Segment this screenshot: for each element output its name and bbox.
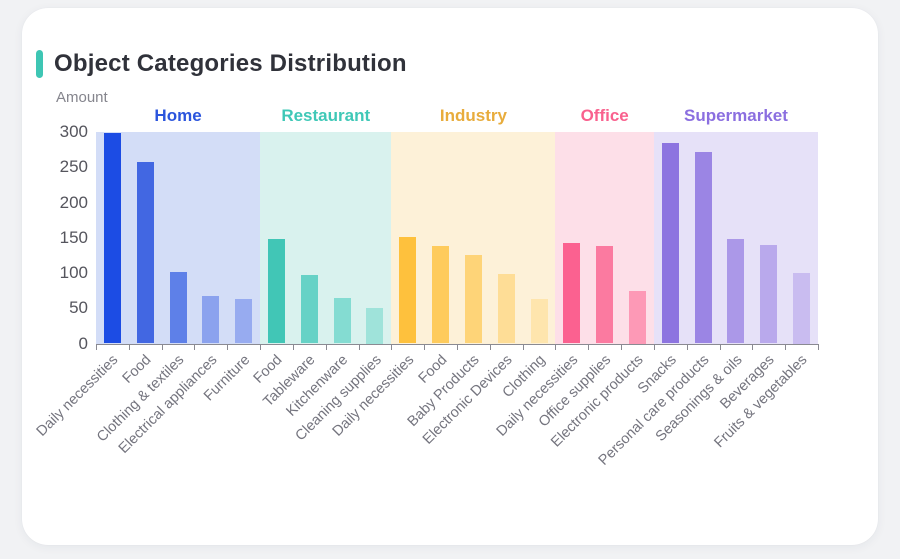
group-label-office: Office: [580, 106, 629, 125]
bar-food: [268, 239, 285, 344]
bar-tableware: [300, 275, 318, 344]
bar-fruits-vegetables: [793, 273, 811, 344]
bar-electronic-devices: [497, 273, 515, 344]
group-label-industry: Industry: [439, 106, 507, 125]
x-axis-tick: [489, 343, 491, 350]
bar-daily-necessities: [563, 243, 581, 344]
y-tick-label: 0: [78, 333, 88, 353]
bar-personal-care-products: [694, 151, 712, 344]
x-axis-tick: [96, 343, 97, 350]
bar-beverages: [760, 244, 778, 344]
bar-clothing-textiles: [169, 271, 187, 344]
x-axis-tick: [128, 343, 130, 350]
bar-kitchenware: [333, 298, 351, 344]
bar-cleaning-supplies: [366, 308, 384, 344]
x-axis-tick: [161, 343, 163, 350]
x-axis-tick: [391, 343, 393, 350]
bar-daily-necessities: [103, 133, 121, 344]
y-tick-label: 250: [59, 157, 88, 177]
x-axis-tick: [292, 343, 294, 350]
x-axis-tick: [457, 343, 458, 350]
group-label-home: Home: [154, 106, 202, 125]
y-tick-label: 150: [59, 227, 88, 247]
bar-electronic-products: [629, 290, 646, 344]
y-axis-title: Amount: [56, 89, 108, 106]
x-axis-tick: [818, 343, 819, 350]
bar-food: [136, 161, 154, 344]
bar-snacks: [661, 142, 679, 344]
x-axis-tick: [555, 343, 557, 350]
x-axis-tick: [621, 343, 623, 350]
y-tick-label: 200: [59, 192, 88, 212]
bar-seasonings-oils: [727, 239, 745, 344]
group-label-restaurant: Restaurant: [281, 106, 371, 125]
x-axis-tick: [752, 343, 754, 350]
page-title: Object Categories Distribution: [54, 50, 407, 77]
bar-daily-necessities: [399, 237, 417, 344]
bar-office-supplies: [596, 245, 614, 344]
bar-electrical-appliances: [202, 295, 220, 344]
x-axis-tick: [358, 343, 360, 350]
chart-card: Object Categories Distribution Amount Ho…: [22, 8, 878, 545]
x-axis-tick: [325, 343, 327, 350]
y-tick-label: 100: [59, 263, 88, 282]
x-axis-tick: [686, 343, 688, 350]
x-axis-tick: [424, 343, 426, 350]
bar-food: [432, 245, 450, 344]
x-axis-tick: [260, 343, 262, 350]
x-axis-tick: [194, 343, 196, 350]
title-accent-bar: [36, 50, 43, 78]
group-label-supermarket: Supermarket: [683, 106, 788, 125]
x-axis-tick: [227, 343, 229, 350]
bar-baby-products: [464, 254, 482, 344]
y-tick-label: 50: [69, 298, 88, 318]
x-axis-tick: [719, 343, 721, 350]
bar-furniture: [235, 299, 253, 344]
x-axis-tick: [522, 343, 524, 350]
x-axis-tick: [653, 343, 655, 350]
bar-clothing: [530, 299, 548, 344]
x-axis-tick: [588, 343, 590, 350]
bar-chart: Home Restaurant Industry Office Supermarket 3…: [22, 8, 878, 545]
title-row: Object Categories Distribution: [36, 50, 407, 78]
y-tick-label: 300: [59, 122, 88, 141]
x-axis-tick: [785, 343, 787, 350]
